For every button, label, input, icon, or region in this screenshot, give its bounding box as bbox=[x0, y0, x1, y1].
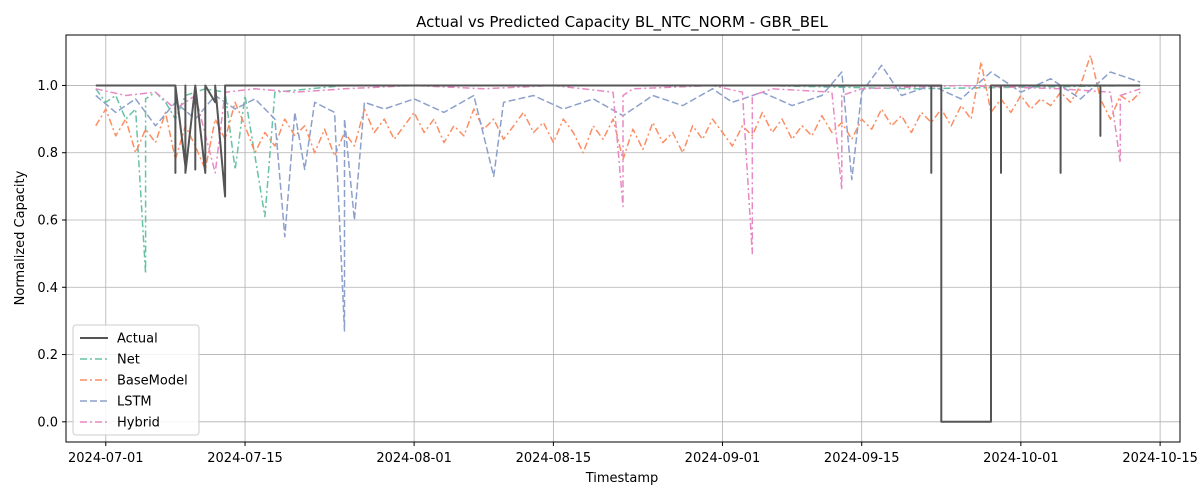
x-tick-label: 2024-09-15 bbox=[824, 451, 900, 466]
x-tick-label: 2024-07-15 bbox=[207, 451, 283, 466]
x-tick-label: 2024-08-15 bbox=[516, 451, 592, 466]
x-tick-label: 2024-09-01 bbox=[685, 451, 761, 466]
legend-frame bbox=[72, 324, 200, 436]
x-tick-label: 2024-07-01 bbox=[68, 451, 144, 466]
y-tick-label: 0.2 bbox=[37, 348, 58, 363]
series-line-basemodel bbox=[95, 54, 1141, 171]
chart-title: Actual vs Predicted Capacity BL_NTC_NORM… bbox=[416, 13, 828, 32]
x-tick-label: 2024-08-01 bbox=[376, 451, 452, 466]
legend-label-hybrid: Hybrid bbox=[117, 416, 160, 431]
y-tick-label: 1.0 bbox=[37, 79, 58, 94]
series-line-hybrid bbox=[95, 84, 1141, 255]
y-axis-ticks: 0.0 0.2 0.4 0.6 0.8 1.0 bbox=[37, 79, 66, 430]
y-tick-label: 0.0 bbox=[37, 415, 58, 430]
y-axis-label: Normalized Capacity bbox=[13, 170, 28, 305]
y-tick-label: 0.6 bbox=[37, 214, 58, 229]
series-line-lstm bbox=[95, 64, 1141, 332]
series-line-actual bbox=[95, 84, 1141, 423]
series-lines bbox=[95, 54, 1141, 423]
legend-label-actual: Actual bbox=[117, 332, 158, 347]
x-tick-label: 2024-10-01 bbox=[983, 451, 1059, 466]
y-tick-label: 0.8 bbox=[37, 146, 58, 161]
legend-label-net: Net bbox=[117, 353, 140, 368]
legend: Actual Net BaseModel LSTM Hybrid bbox=[72, 324, 200, 436]
plot-frame bbox=[65, 34, 1181, 443]
legend-label-lstm: LSTM bbox=[117, 395, 152, 410]
y-tick-label: 0.4 bbox=[37, 281, 58, 296]
x-axis-ticks: 2024-07-01 2024-07-15 2024-08-01 2024-08-15… bbox=[68, 442, 1198, 466]
legend-label-basemodel: BaseModel bbox=[117, 374, 188, 389]
x-tick-label: 2024-10-15 bbox=[1122, 451, 1198, 466]
x-axis-label: Timestamp bbox=[585, 471, 659, 486]
